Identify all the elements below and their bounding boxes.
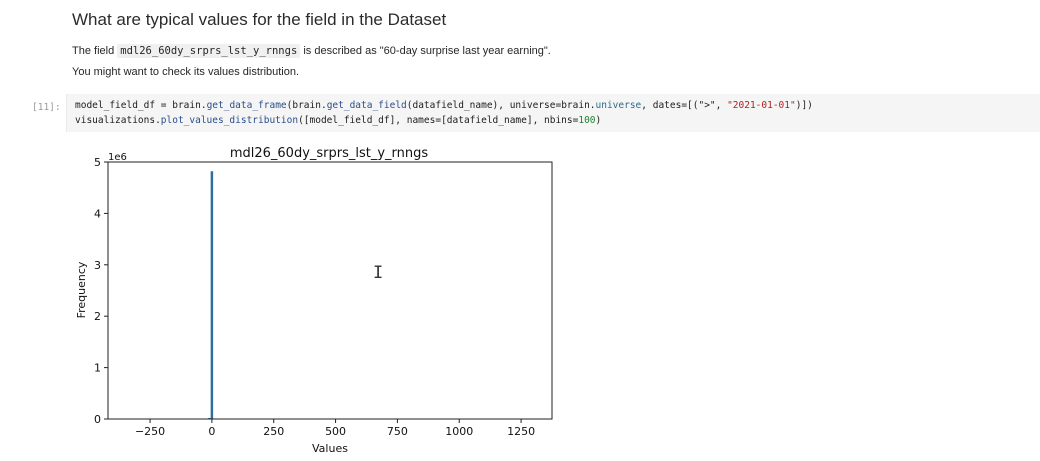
code-token: ) — [595, 115, 602, 126]
y-tick-label: 5 — [94, 156, 101, 169]
code-token-string: "2021-01-01" — [727, 100, 796, 111]
histogram-bar — [208, 417, 211, 419]
code-token: visualizations. — [75, 115, 161, 126]
y-tick-label: 0 — [94, 413, 101, 426]
section-heading: What are typical values for the field in… — [72, 10, 447, 29]
x-axis-label: Values — [312, 442, 348, 455]
text-cursor-icon: I — [373, 263, 384, 283]
code-token-number: 100 — [578, 115, 596, 126]
distribution-hint: You might want to check its values distr… — [72, 66, 300, 78]
x-tick-label: 1000 — [445, 425, 473, 438]
x-tick-label: −250 — [135, 425, 165, 438]
histogram-chart: mdl26_60dy_srprs_lst_y_rnngs 1e6 −250 0 25… — [75, 146, 553, 455]
code-token-function: get_data_frame — [206, 100, 287, 111]
y-scale-label: 1e6 — [108, 152, 127, 163]
code-token-function: plot_values_distribution — [160, 115, 299, 126]
code-token: )]) — [795, 100, 813, 111]
code-token: (brain. — [286, 100, 327, 111]
plot-frame — [107, 161, 553, 420]
x-tick-label: 0 — [208, 425, 215, 438]
field-description-suffix: is described as "60-day surprise last ye… — [303, 45, 551, 57]
code-token: model_field_df = brain. — [75, 100, 207, 111]
code-token: ([model_field_df], names=[datafield_name… — [298, 115, 579, 126]
y-tick-label: 1 — [94, 362, 101, 375]
code-line-2[interactable]: visualizations.plot_values_distribution(… — [75, 115, 601, 126]
y-tick-label: 3 — [94, 259, 101, 272]
field-description-prefix: The field — [72, 45, 115, 57]
code-line-1[interactable]: model_field_df = brain.get_data_frame(br… — [75, 100, 813, 111]
code-token: , dates=[(">", — [641, 100, 728, 111]
code-cell[interactable]: model_field_df = brain.get_data_frame(br… — [66, 94, 1040, 132]
x-tick-label: 250 — [263, 425, 284, 438]
field-name-code: mdl26_60dy_srprs_lst_y_rnngs — [117, 44, 301, 58]
chart-title: mdl26_60dy_srprs_lst_y_rnngs — [230, 146, 429, 161]
code-token-function: get_data_field — [326, 100, 407, 111]
y-axis-label: Frequency — [75, 261, 88, 318]
x-tick-label: 1250 — [507, 425, 535, 438]
y-tick-label: 4 — [94, 207, 101, 220]
x-tick-label: 500 — [325, 425, 346, 438]
field-description: The field mdl26_60dy_srprs_lst_y_rnngs i… — [72, 44, 551, 58]
y-tick-label: 2 — [94, 310, 101, 323]
code-token: (datafield_name), universe=brain. — [406, 100, 596, 111]
histogram-bar — [210, 171, 214, 419]
code-token-attribute: universe — [595, 100, 642, 111]
x-tick-label: 750 — [387, 425, 408, 438]
cell-prompt: [11]: — [32, 102, 61, 113]
